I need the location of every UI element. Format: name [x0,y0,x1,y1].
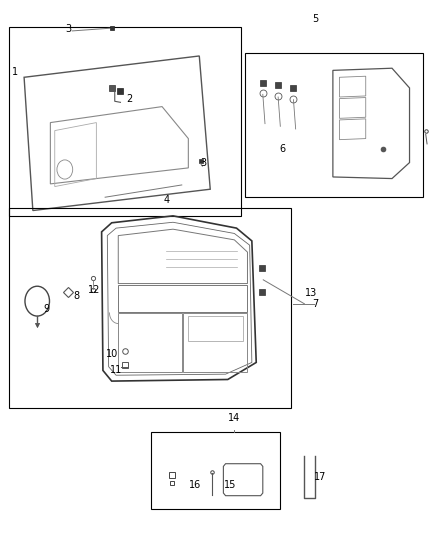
Text: 1: 1 [12,67,18,77]
Text: 6: 6 [279,144,286,154]
Bar [151,432,280,509]
Text: 3: 3 [65,25,71,34]
Text: 4: 4 [163,195,170,205]
Text: 17: 17 [314,472,326,482]
Text: 12: 12 [88,286,100,295]
Text: 14: 14 [228,414,240,423]
Text: 11: 11 [110,366,122,375]
Text: 9: 9 [43,304,49,314]
Bar [9,27,241,216]
Text: 8: 8 [74,291,80,301]
Bar [9,208,291,408]
Text: 5: 5 [312,14,318,23]
Text: 15: 15 [224,480,236,490]
Text: 7: 7 [312,299,318,309]
Text: 10: 10 [106,350,118,359]
Text: 16: 16 [189,480,201,490]
Text: 2: 2 [126,94,132,103]
Bar [245,53,423,197]
Text: 13: 13 [305,288,317,298]
Text: 3: 3 [201,158,207,167]
